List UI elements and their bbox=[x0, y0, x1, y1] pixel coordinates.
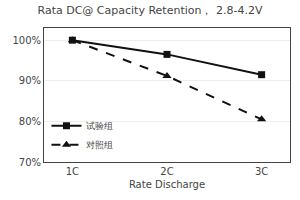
svg-text:90%: 90% bbox=[19, 75, 41, 86]
svg-text:80%: 80% bbox=[19, 116, 41, 127]
svg-text:对照组: 对照组 bbox=[86, 140, 113, 150]
svg-text:3C: 3C bbox=[255, 166, 268, 177]
svg-text:Rata DC@ Capacity Retention， 2: Rata DC@ Capacity Retention， 2.8-4.2V bbox=[38, 4, 263, 17]
svg-text:2C: 2C bbox=[160, 166, 173, 177]
svg-text:70%: 70% bbox=[19, 157, 41, 168]
svg-text:1C: 1C bbox=[66, 166, 79, 177]
svg-text:试验组: 试验组 bbox=[86, 121, 113, 131]
svg-text:100%: 100% bbox=[12, 35, 41, 46]
svg-text:Rate Discharge: Rate Discharge bbox=[129, 179, 205, 190]
